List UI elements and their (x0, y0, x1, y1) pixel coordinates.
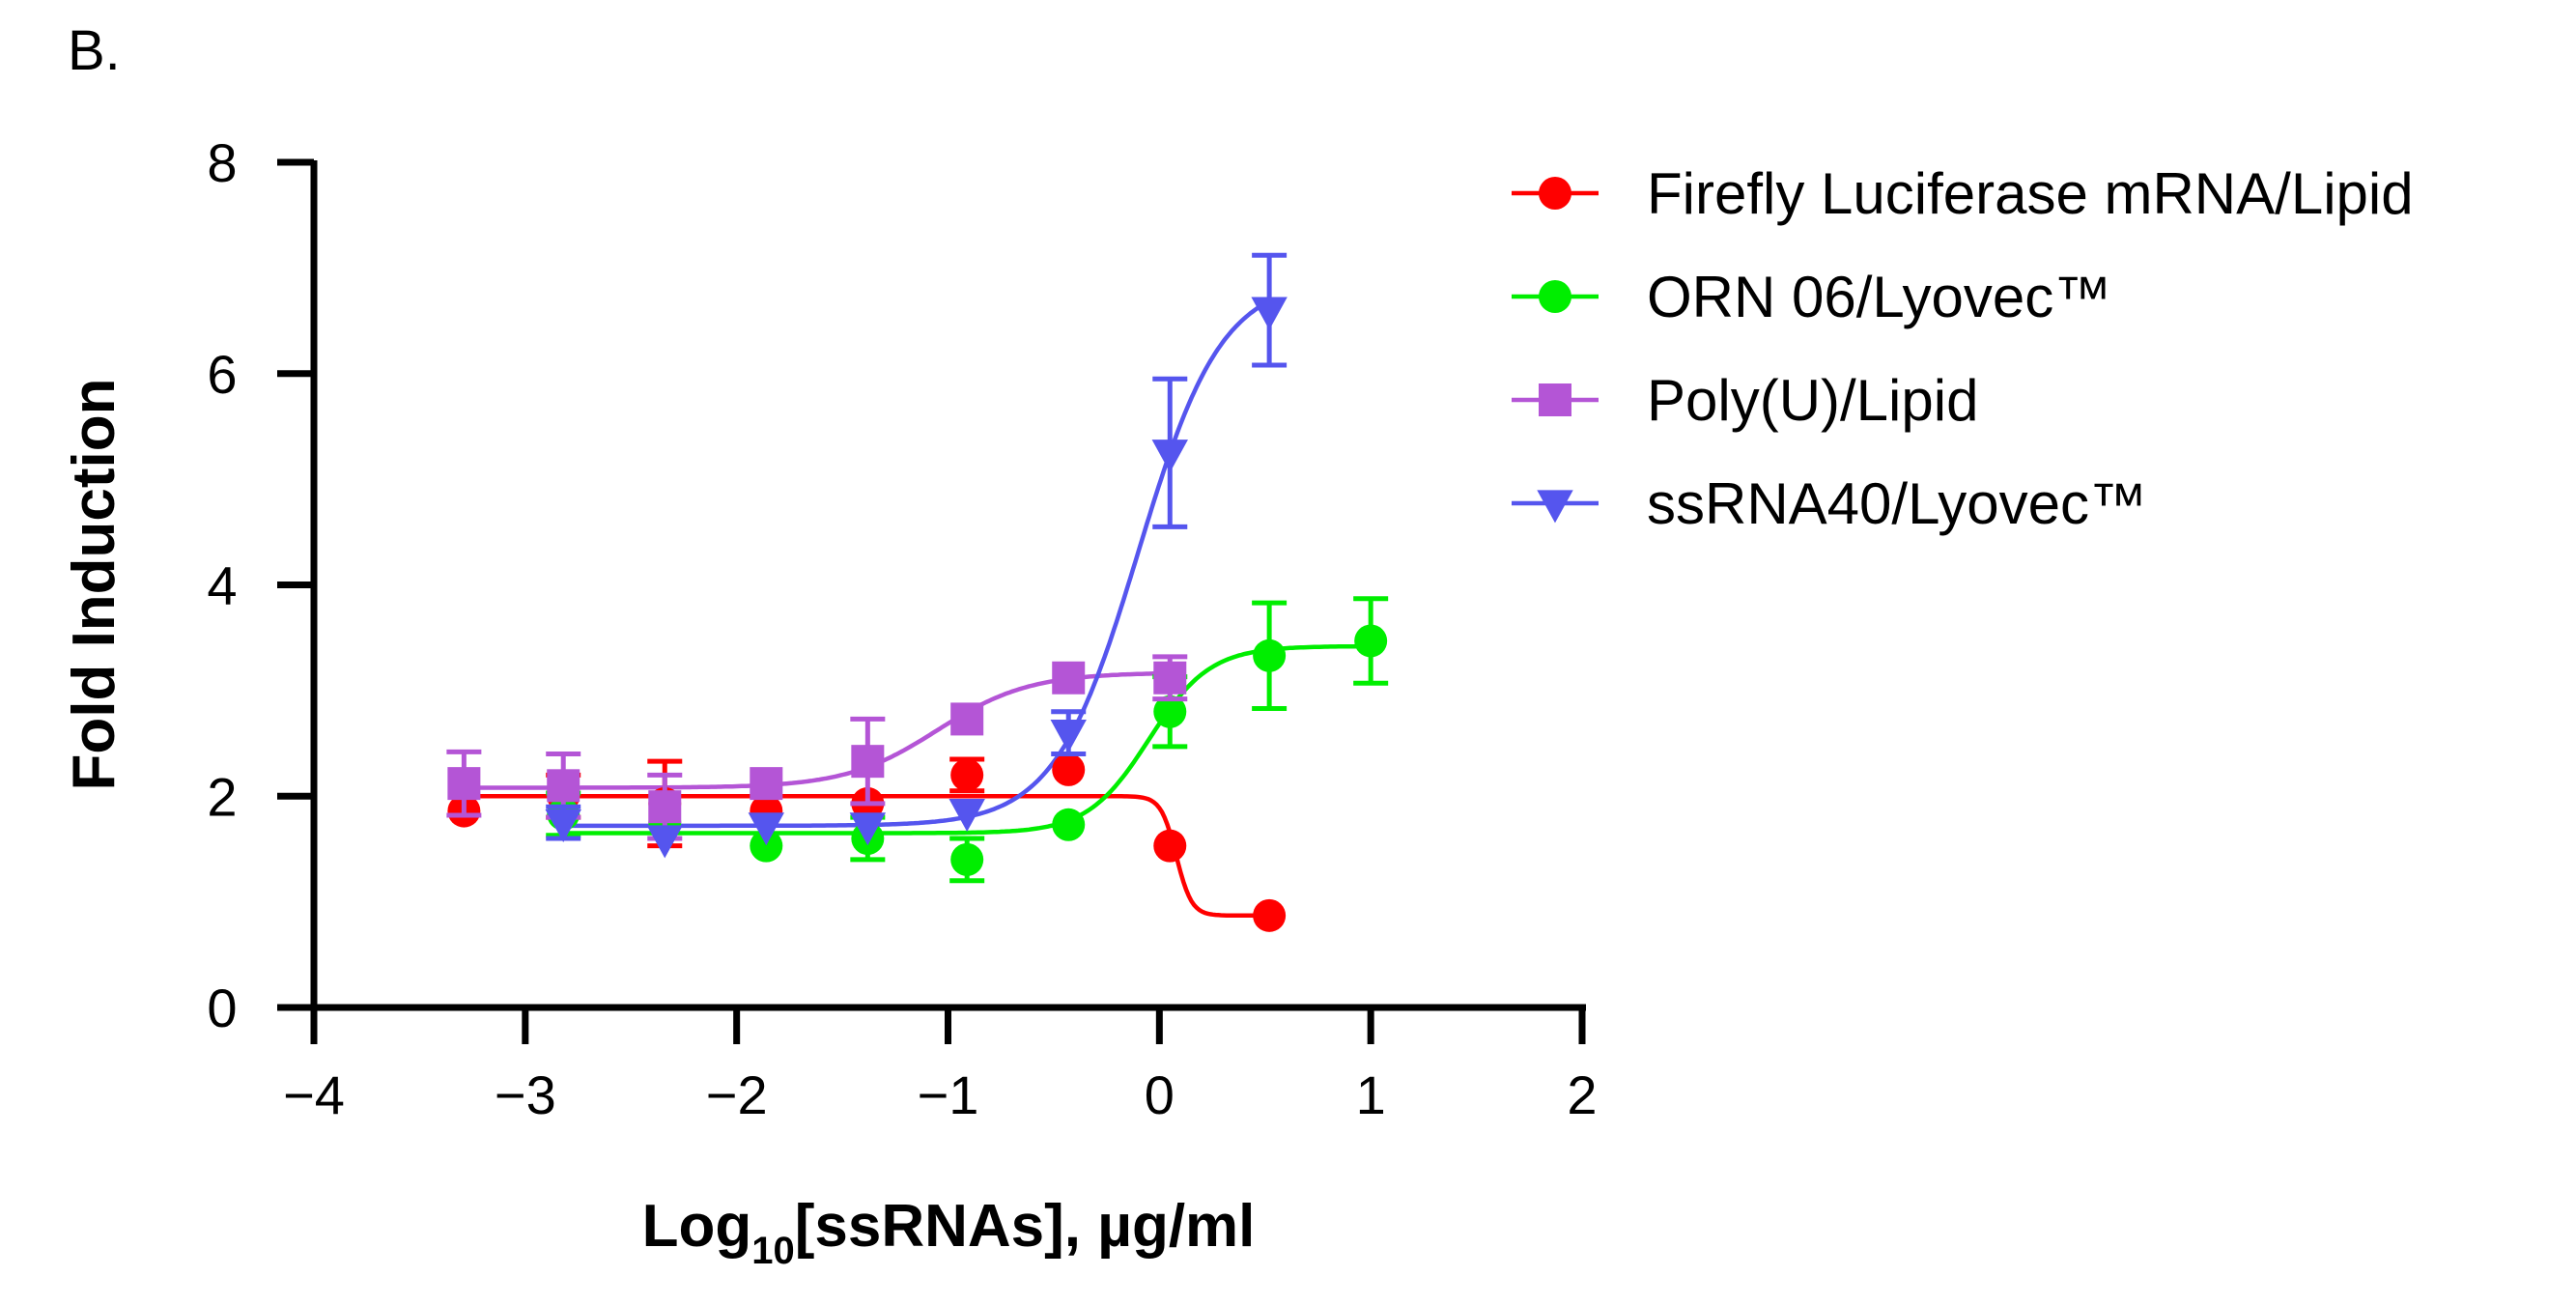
triangle-down-marker (1151, 440, 1188, 473)
triangle-down-marker (1537, 490, 1573, 524)
x-tick-label: 1 (1356, 1064, 1386, 1125)
square-marker (851, 745, 885, 779)
legend-item: ssRNA40/Lyovec™ (1512, 471, 2147, 536)
triangle-down-marker (1050, 720, 1087, 753)
x-tick-label: 2 (1567, 1064, 1597, 1125)
legend-item: Poly(U)/Lipid (1512, 368, 1978, 433)
circle-marker (1539, 280, 1571, 313)
triangle-down-marker (545, 809, 581, 842)
square-marker (447, 767, 481, 801)
circle-marker (950, 842, 984, 876)
triangle-down-marker (849, 812, 887, 846)
legend-label: ORN 06/Lyovec™ (1647, 265, 2111, 329)
circle-marker (1153, 829, 1187, 863)
x-tick-label: −2 (706, 1064, 768, 1125)
x-axis-title: Log10[ssRNAs], µg/ml (642, 1193, 1256, 1272)
circle-marker (1052, 752, 1086, 786)
circle-marker (1354, 624, 1388, 658)
y-tick-label: 6 (207, 344, 237, 405)
circle-marker (1153, 695, 1187, 728)
square-marker (1539, 383, 1571, 416)
circle-marker (1253, 638, 1287, 672)
panel-label: B. (68, 19, 121, 82)
triangle-down-marker (748, 812, 785, 846)
circle-marker (1052, 808, 1086, 841)
fit-curves (464, 298, 1372, 919)
legend-item: ORN 06/Lyovec™ (1512, 265, 2111, 329)
x-tick-label: −4 (283, 1064, 345, 1125)
data-points (446, 252, 1389, 932)
y-tick-label: 8 (207, 132, 237, 193)
axes: −4 −3 −2 −1 0 1 2 0 2 4 6 8 (207, 132, 1597, 1125)
circle-marker (1253, 898, 1287, 932)
y-tick-label: 4 (207, 555, 237, 616)
square-marker (547, 769, 580, 803)
triangle-down-marker (948, 799, 985, 833)
square-marker (950, 702, 984, 736)
square-marker (1153, 661, 1187, 695)
legend-label: ssRNA40/Lyovec™ (1647, 471, 2147, 536)
x-tick-label: −1 (918, 1064, 979, 1125)
square-marker (648, 790, 682, 824)
square-marker (750, 767, 783, 801)
x-tick-label: 0 (1145, 1064, 1175, 1125)
legend: Firefly Luciferase mRNA/Lipid ORN 06/Lyov… (1512, 161, 2414, 536)
x-tick-label: −3 (495, 1064, 556, 1125)
square-marker (1052, 661, 1086, 695)
legend-label: Firefly Luciferase mRNA/Lipid (1647, 161, 2414, 226)
circle-marker (1539, 177, 1571, 210)
fit-curve (563, 643, 1372, 836)
y-tick-label: 0 (207, 978, 237, 1038)
y-tick-label: 2 (207, 766, 237, 827)
legend-label: Poly(U)/Lipid (1647, 368, 1978, 433)
circle-marker (950, 758, 984, 792)
legend-item: Firefly Luciferase mRNA/Lipid (1512, 161, 2414, 226)
triangle-down-marker (646, 825, 683, 859)
triangle-down-marker (1251, 297, 1288, 330)
y-axis-title: Fold Induction (61, 378, 127, 790)
circle-marker (750, 829, 783, 863)
